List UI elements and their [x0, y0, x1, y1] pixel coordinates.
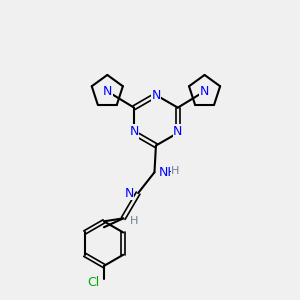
Text: H: H — [171, 166, 179, 176]
Text: N: N — [129, 125, 139, 138]
Text: NH: NH — [159, 166, 178, 179]
Text: H: H — [130, 216, 138, 226]
Text: N: N — [200, 85, 209, 98]
Text: Cl: Cl — [87, 276, 100, 289]
Text: N: N — [173, 125, 182, 138]
Text: N: N — [103, 85, 112, 98]
Text: N: N — [124, 187, 134, 200]
Text: N: N — [151, 88, 160, 101]
